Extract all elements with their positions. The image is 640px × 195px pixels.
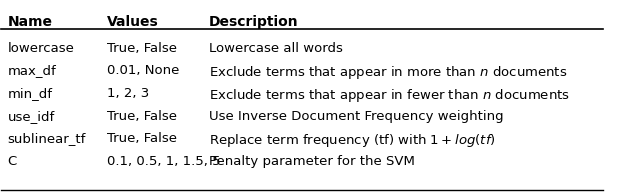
Text: Replace term frequency (tf) with $1 + log(tf)$: Replace term frequency (tf) with $1 + lo… [209,132,495,150]
Text: Exclude terms that appear in more than $n$ documents: Exclude terms that appear in more than $… [209,64,567,82]
Text: sublinear_tf: sublinear_tf [8,132,86,145]
Text: max_df: max_df [8,64,56,77]
Text: 0.1, 0.5, 1, 1.5, 5: 0.1, 0.5, 1, 1.5, 5 [107,155,220,168]
Text: lowercase: lowercase [8,42,74,55]
Text: True, False: True, False [107,132,177,145]
Text: Values: Values [107,15,158,29]
Text: Exclude terms that appear in fewer than $n$ documents: Exclude terms that appear in fewer than … [209,87,570,104]
Text: True, False: True, False [107,110,177,123]
Text: Lowercase all words: Lowercase all words [209,42,342,55]
Text: use_idf: use_idf [8,110,54,123]
Text: Name: Name [8,15,52,29]
Text: Description: Description [209,15,298,29]
Text: min_df: min_df [8,87,52,100]
Text: True, False: True, False [107,42,177,55]
Text: 1, 2, 3: 1, 2, 3 [107,87,149,100]
Text: Penalty parameter for the SVM: Penalty parameter for the SVM [209,155,415,168]
Text: 0.01, None: 0.01, None [107,64,179,77]
Text: Use Inverse Document Frequency weighting: Use Inverse Document Frequency weighting [209,110,504,123]
Text: C: C [8,155,17,168]
